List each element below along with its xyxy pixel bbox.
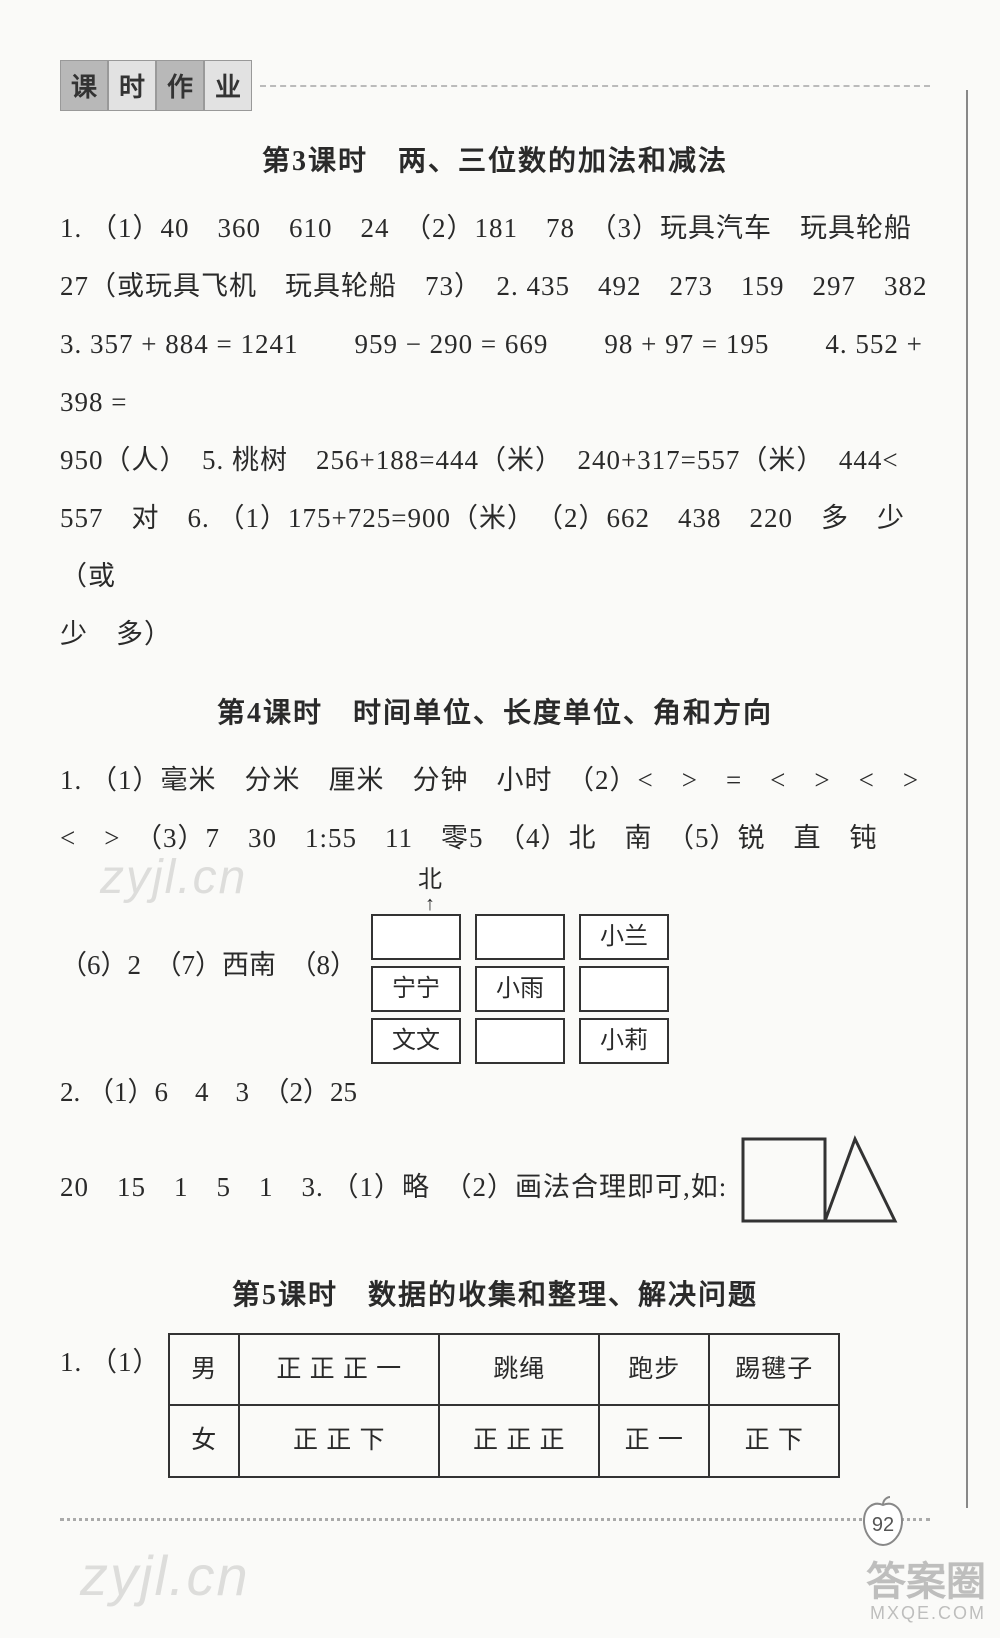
mini-grid: 小兰 宁宁 小雨 文文 小莉 xyxy=(371,914,669,1064)
table-row: 女 正 正 下 正 正 正 正 一 正 下 xyxy=(169,1405,839,1477)
lesson3-line-5: 557 对 6. （1）175+725=900（米） （2）662 438 22… xyxy=(60,489,930,605)
cell-1-0: 女 xyxy=(169,1405,239,1477)
cell-0-2: 跳绳 xyxy=(439,1334,599,1406)
tally-table: 男 正 正 正 一 跳绳 跑步 踢毽子 女 正 正 下 正 正 正 正 一 正 … xyxy=(168,1333,840,1479)
lesson5-body: 1. （1） 男 正 正 正 一 跳绳 跑步 踢毽子 女 正 正 下 正 正 正… xyxy=(60,1333,930,1479)
cell-1-1: 正 正 下 xyxy=(239,1405,439,1477)
direction-grid: 北 ↑ 小兰 宁宁 小雨 文文 小莉 xyxy=(371,867,669,1063)
header-tab-2: 时 xyxy=(108,60,156,111)
lesson3-title: 第3课时 两、三位数的加法和减法 xyxy=(60,139,930,179)
brand-big: 答案圈 xyxy=(866,1560,986,1604)
page-number: 92 xyxy=(872,1514,894,1536)
cell-0-3: 跑步 xyxy=(599,1334,709,1406)
grid-cell-0-1 xyxy=(475,914,565,960)
header-tab-4: 业 xyxy=(204,60,252,111)
lesson4-line-b-prefix: 20 15 1 5 1 3. （1）略 （2）画法合理即可,如: xyxy=(60,1172,727,1202)
lesson4-line-a1: 1. （1）毫米 分米 厘米 分钟 小时 （2）< > = < > < > xyxy=(60,751,930,809)
grid-cell-0-0 xyxy=(371,914,461,960)
lesson4-body-b: 20 15 1 5 1 3. （1）略 （2）画法合理即可,如: xyxy=(60,1135,930,1245)
lesson3-body: 1. （1）40 360 610 24 （2）181 78 （3）玩具汽车 玩具… xyxy=(60,199,930,663)
table-row: 男 正 正 正 一 跳绳 跑步 踢毽子 xyxy=(169,1334,839,1406)
lesson5-q1-label: 1. （1） xyxy=(60,1347,161,1377)
grid-cell-2-0: 文文 xyxy=(371,1018,461,1064)
grid-cell-1-1: 小雨 xyxy=(475,966,565,1012)
north-arrow-icon: ↑ xyxy=(425,894,435,914)
cell-0-1: 正 正 正 一 xyxy=(239,1334,439,1406)
lesson3-line-2: 27（或玩具飞机 玩具轮船 73） 2. 435 492 273 159 297… xyxy=(60,257,930,315)
lesson4-body-a: 1. （1）毫米 分米 厘米 分钟 小时 （2）< > = < > < > < … xyxy=(60,751,930,867)
grid-cell-1-0: 宁宁 xyxy=(371,966,461,1012)
cell-0-0: 男 xyxy=(169,1334,239,1406)
lesson4-title: 第4课时 时间单位、长度单位、角和方向 xyxy=(60,691,930,731)
lesson5-title: 第5课时 数据的收集和整理、解决问题 xyxy=(60,1273,930,1313)
grid-cell-2-1 xyxy=(475,1018,565,1064)
grid-cell-0-2: 小兰 xyxy=(579,914,669,960)
brand-small: MXQE.COM xyxy=(866,1604,986,1624)
cell-0-4: 踢毽子 xyxy=(709,1334,839,1406)
header-divider xyxy=(260,85,930,87)
lesson4-row-right: 2. （1）6 4 3 （2）25 xyxy=(60,1064,357,1121)
lesson3-line-4: 950（人） 5. 桃树 256+188=444（米） 240+317=557（… xyxy=(60,431,930,489)
brand-watermark: 答案圈 MXQE.COM xyxy=(866,1560,986,1624)
right-margin-rule xyxy=(966,90,968,1508)
lesson3-line-6: 少 多） xyxy=(60,605,930,663)
grid-cell-2-2: 小莉 xyxy=(579,1018,669,1064)
header-bar: 课 时 作 业 xyxy=(60,60,930,111)
header-tab-3: 作 xyxy=(156,60,204,111)
lesson4-grid-row: （6）2 （7）西南 （8） 北 ↑ 小兰 宁宁 小雨 文文 小莉 2. （1）… xyxy=(60,867,930,1120)
cell-1-2: 正 正 正 xyxy=(439,1405,599,1477)
header-tab-1: 课 xyxy=(60,60,108,111)
footer: 92 xyxy=(60,1518,930,1578)
page-number-badge: 92 xyxy=(856,1495,910,1549)
square-triangle-icon xyxy=(739,1135,899,1245)
lesson4-row-left: （6）2 （7）西南 （8） xyxy=(60,937,357,994)
lesson3-line-3: 3. 357 + 884 = 1241 959 − 290 = 669 98 +… xyxy=(60,315,930,431)
lesson4-line-a2: < > （3）7 30 1:55 11 零5 （4）北 南 （5）锐 直 钝 xyxy=(60,809,930,867)
cell-1-3: 正 一 xyxy=(599,1405,709,1477)
north-label: 北 xyxy=(418,867,442,893)
lesson3-line-1: 1. （1）40 360 610 24 （2）181 78 （3）玩具汽车 玩具… xyxy=(60,199,930,257)
grid-cell-1-2 xyxy=(579,966,669,1012)
cell-1-4: 正 下 xyxy=(709,1405,839,1477)
